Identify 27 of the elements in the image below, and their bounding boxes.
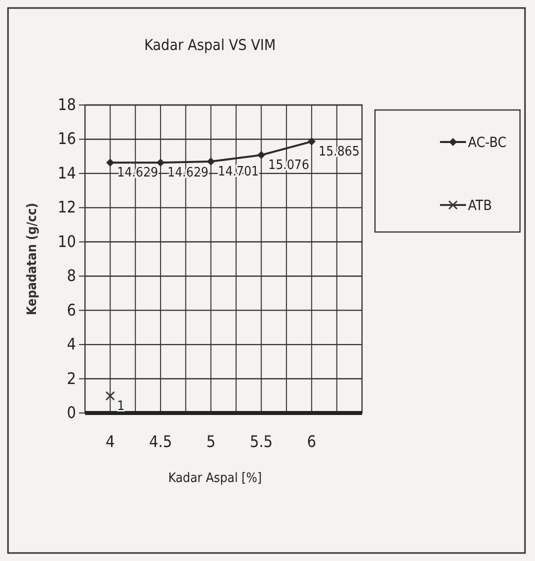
y-tick-label: 2 [66, 368, 76, 388]
point [257, 151, 266, 160]
x-axis-title: Kadar Aspal [%] [168, 471, 262, 486]
x-tick-label: 5 [206, 432, 216, 451]
legend-label: ATB [468, 198, 492, 214]
point [206, 157, 215, 166]
y-tick-label: 14 [58, 163, 76, 182]
y-tick-label: 16 [58, 129, 76, 148]
y-tick-label: 0 [66, 403, 76, 422]
x-tick-label: 5.5 [250, 432, 273, 451]
point [308, 138, 316, 146]
x-tick-label: 4 [106, 432, 115, 451]
y-tick-label: 18 [58, 95, 76, 114]
point [105, 391, 115, 401]
y-tick-label: 12 [58, 198, 76, 217]
y-tick-label: 8 [66, 266, 76, 286]
chart-title: Kadar Aspal VS VIM [144, 36, 276, 54]
point [156, 158, 165, 167]
y-axis-title: Kepadatan (g/cc) [25, 202, 40, 316]
y-tick-label: 10 [58, 232, 76, 251]
data-label: 1 [117, 398, 125, 414]
y-tick-label: 4 [66, 334, 76, 354]
x-tick-label: 4.5 [149, 432, 172, 451]
x-tick-label: 6 [307, 432, 316, 451]
legend-label: AC-BC [468, 135, 507, 151]
point [106, 158, 114, 167]
y-tick-label: 6 [66, 300, 76, 320]
